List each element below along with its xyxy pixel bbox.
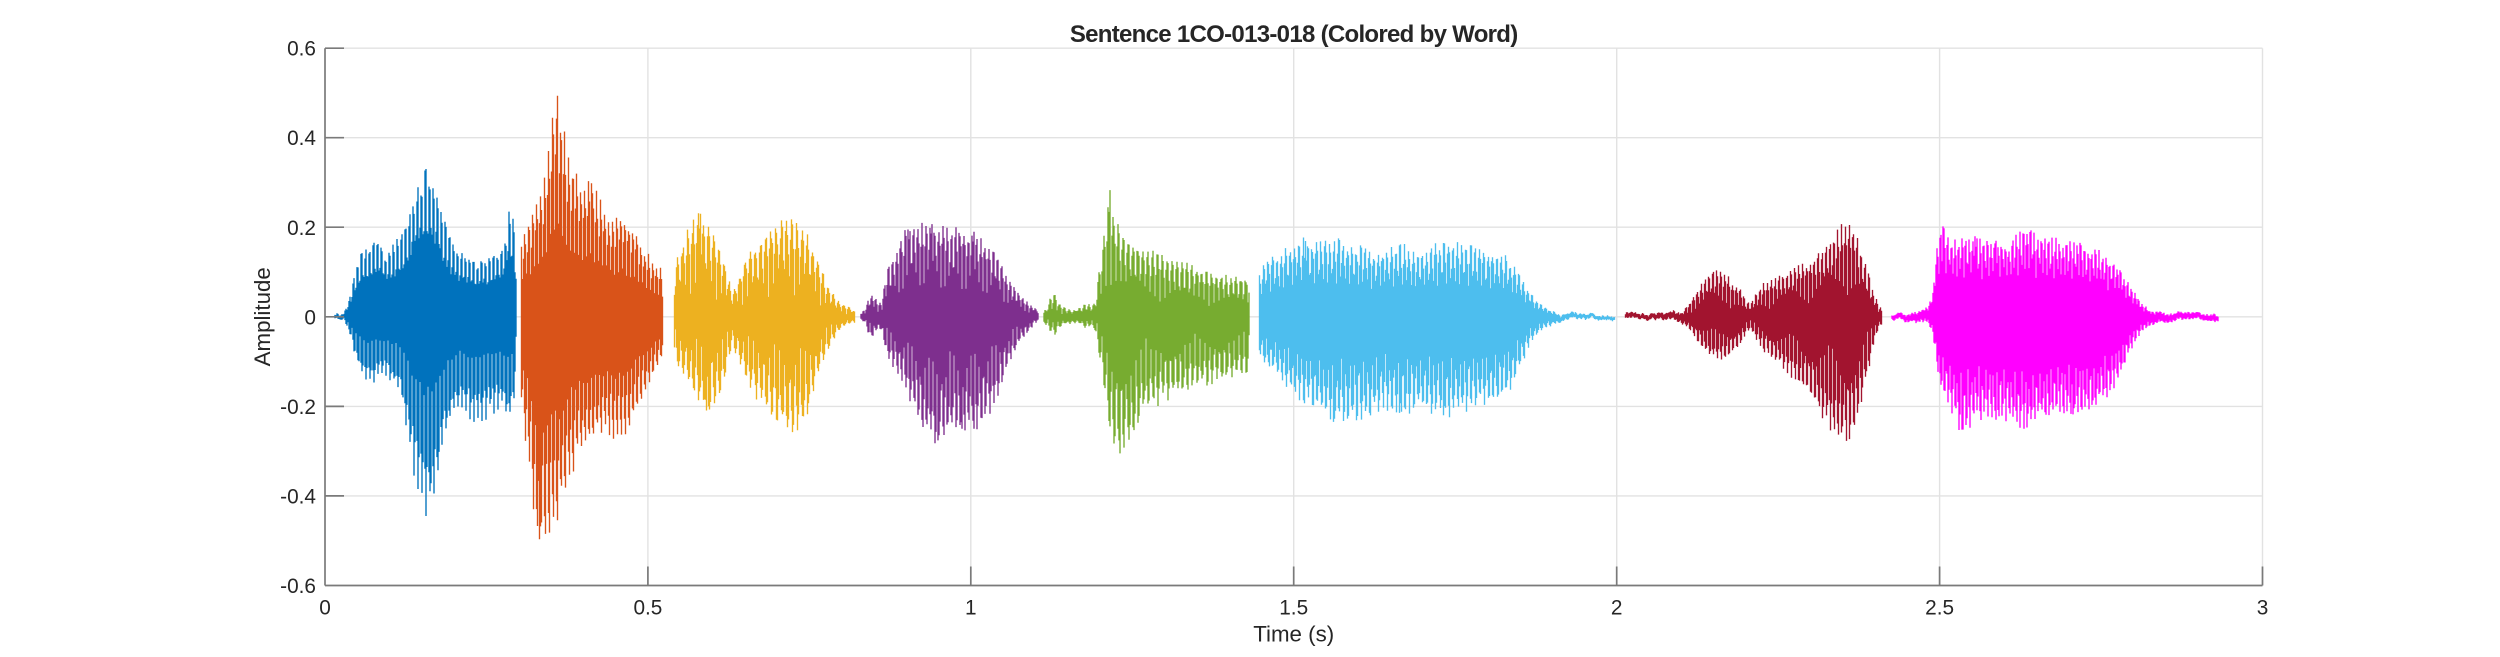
svg-text:0: 0: [319, 596, 331, 619]
svg-text:0: 0: [304, 306, 316, 329]
svg-text:-0.4: -0.4: [280, 485, 316, 508]
svg-text:0.5: 0.5: [633, 596, 662, 619]
svg-text:0.4: 0.4: [287, 127, 316, 150]
svg-text:Time (s): Time (s): [1253, 622, 1334, 647]
svg-text:2: 2: [1611, 596, 1623, 619]
svg-text:1: 1: [965, 596, 977, 619]
svg-text:Amplitude: Amplitude: [250, 267, 275, 366]
svg-text:0.6: 0.6: [287, 38, 316, 61]
svg-text:1.5: 1.5: [1279, 596, 1308, 619]
svg-text:Sentence 1CO-013-018 (Colored: Sentence 1CO-013-018 (Colored by Word): [1070, 21, 1518, 48]
svg-text:-0.2: -0.2: [280, 396, 316, 419]
svg-text:-0.6: -0.6: [280, 575, 316, 598]
svg-text:2.5: 2.5: [1925, 596, 1954, 619]
svg-text:0.2: 0.2: [287, 217, 316, 240]
svg-text:3: 3: [2257, 596, 2269, 619]
